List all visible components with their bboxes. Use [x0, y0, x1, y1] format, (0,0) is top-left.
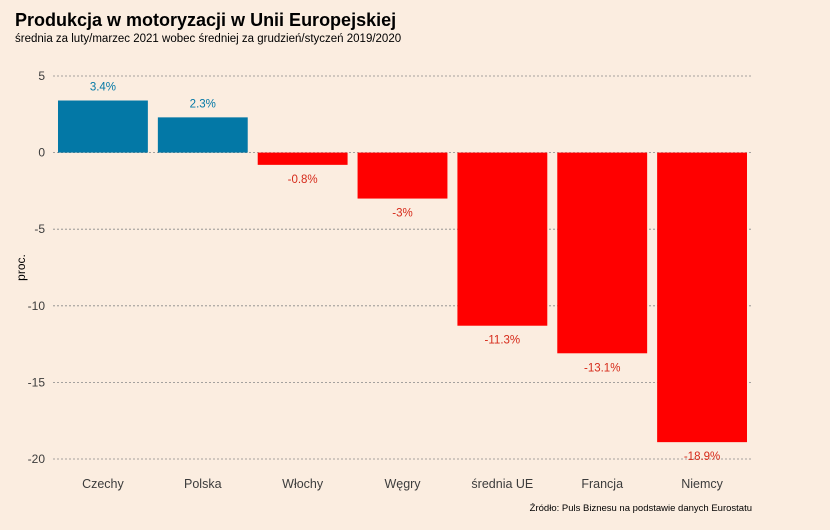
bar — [657, 152, 748, 443]
data-label: -13.1% — [584, 362, 620, 374]
y-tick-label: -5 — [34, 222, 45, 236]
y-tick-label: 5 — [38, 69, 45, 83]
bar — [257, 152, 348, 165]
bar — [57, 100, 148, 153]
y-tick-label: -10 — [28, 299, 46, 313]
bar — [157, 117, 248, 153]
x-tick-label: Polska — [184, 477, 222, 491]
x-tick-label: Węgry — [384, 477, 421, 491]
x-tick-label: Francja — [581, 477, 623, 491]
data-label: -11.3% — [485, 335, 521, 347]
bars — [57, 100, 748, 443]
axes: 5 0 -5 -10 -15 -20 proc. Czechy Polska Włochy Węgr… — [14, 69, 724, 491]
data-label: -0.8% — [288, 174, 318, 186]
data-labels: 3.4% 2.3% -0.8% -3% -11.3% -13.1% -18.9% — [90, 82, 720, 464]
x-tick-label: średnia UE — [471, 477, 533, 491]
x-tick-label: Włochy — [282, 477, 324, 491]
data-label: -3% — [392, 208, 412, 220]
x-tick-label: Czechy — [82, 477, 124, 491]
data-label: 3.4% — [90, 82, 116, 94]
bar — [357, 152, 448, 199]
data-label: 2.3% — [190, 98, 216, 110]
chart-title: Produkcja w motoryzacji w Unii Europejsk… — [15, 10, 397, 30]
x-tick-label: Niemcy — [681, 477, 723, 491]
y-tick-label: -20 — [28, 452, 46, 466]
y-tick-label: -15 — [28, 375, 46, 389]
bar — [557, 152, 648, 354]
y-axis-title: proc. — [14, 254, 28, 281]
data-label: -18.9% — [684, 451, 720, 463]
y-tick-label: 0 — [38, 146, 45, 160]
source-note: Źródło: Puls Biznesu na podstawie danych… — [529, 503, 752, 514]
chart-subtitle: średnia za luty/marzec 2021 wobec średni… — [15, 33, 402, 45]
bar — [457, 152, 548, 326]
